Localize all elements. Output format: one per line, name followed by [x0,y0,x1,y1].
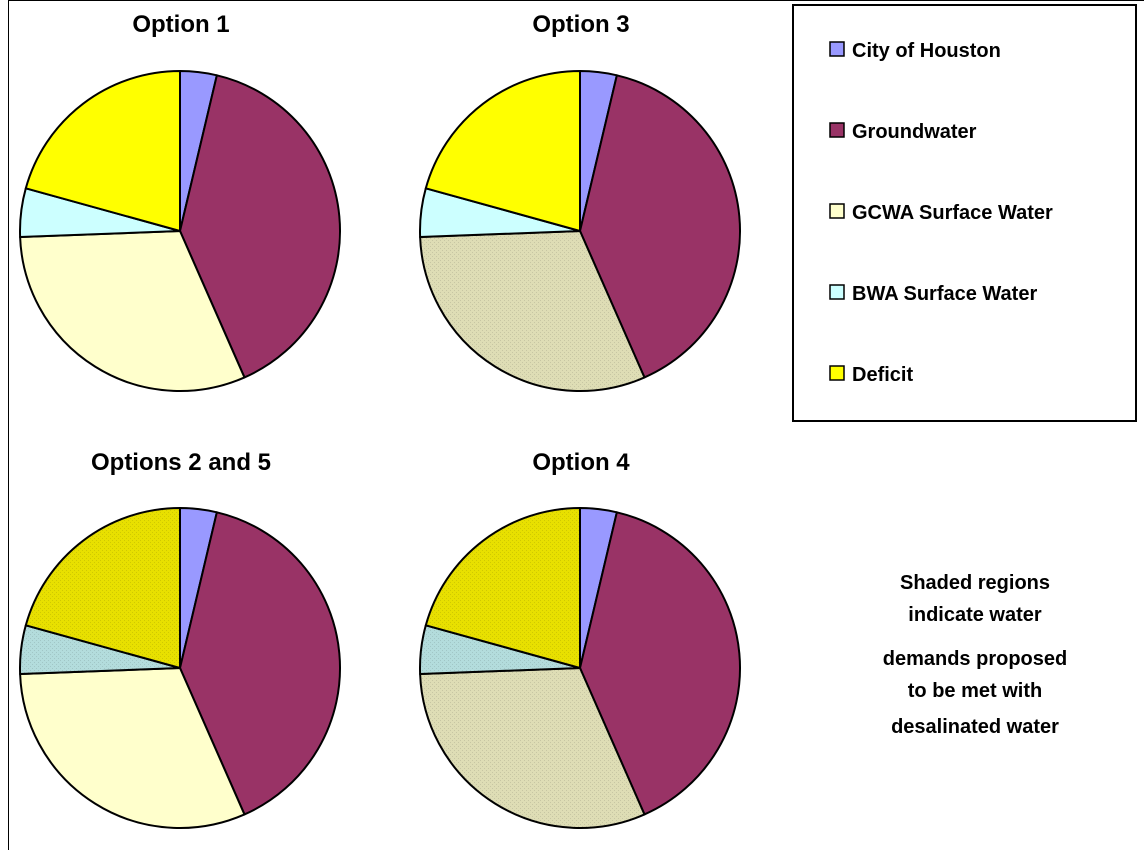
pie-slice-texture-gcwa-surface-water [420,231,645,392]
pie-slice-groundwater [579,511,741,816]
pie-slice-texture-deficit [25,507,180,668]
note-line-4: to be met with [908,680,1042,702]
legend-swatch-deficit [829,365,845,381]
note-line-2: indicate water [908,604,1042,626]
legend-swatch-bwa-surface-water [829,284,845,300]
pie-slice-texture-deficit [425,507,580,668]
pie-slice-groundwater [179,511,341,816]
note-line-5: desalinated water [891,716,1059,738]
pie-slice-gcwa-surface-water [19,230,246,392]
note-line-1: Shaded regions [900,572,1050,594]
legend: City of Houston Groundwater GCWA Surface… [792,4,1137,422]
pie-options-2-and-5 [19,507,341,829]
chart-title-option-4: Option 4 [532,449,630,476]
legend-swatch-city-of-houston [829,41,845,57]
legend-label-city-of-houston: City of Houston [852,40,1001,62]
pie-slice-deficit [24,70,181,232]
note-line-3: demands proposed [883,648,1067,670]
pie-option-1 [19,70,341,392]
shaded-regions-note: Shaded regions indicate water demands pr… [883,572,1067,738]
pie-slice-deficit [424,70,581,232]
legend-swatch-groundwater [829,122,845,138]
legend-label-gcwa-surface-water: GCWA Surface Water [852,202,1053,224]
pie-slice-texture-gcwa-surface-water [420,668,645,829]
pie-slice-groundwater [579,74,741,379]
legend-swatch-gcwa-surface-water [829,203,845,219]
chart-title-option-1: Option 1 [132,11,229,38]
legend-label-deficit: Deficit [852,364,913,386]
legend-label-bwa-surface-water: BWA Surface Water [852,283,1037,305]
legend-frame [792,4,1137,422]
legend-label-groundwater: Groundwater [852,121,977,143]
chart-title-option-3: Option 3 [532,11,629,38]
pie-slice-texture-bwa-surface-water [19,625,180,675]
pie-option-4 [419,507,741,829]
pie-slice-groundwater [179,74,341,379]
pie-slice-gcwa-surface-water [19,667,246,829]
pie-option-3 [419,70,741,392]
pie-slice-texture-bwa-surface-water [419,625,580,675]
chart-title-options-2-and-5: Options 2 and 5 [91,449,271,476]
